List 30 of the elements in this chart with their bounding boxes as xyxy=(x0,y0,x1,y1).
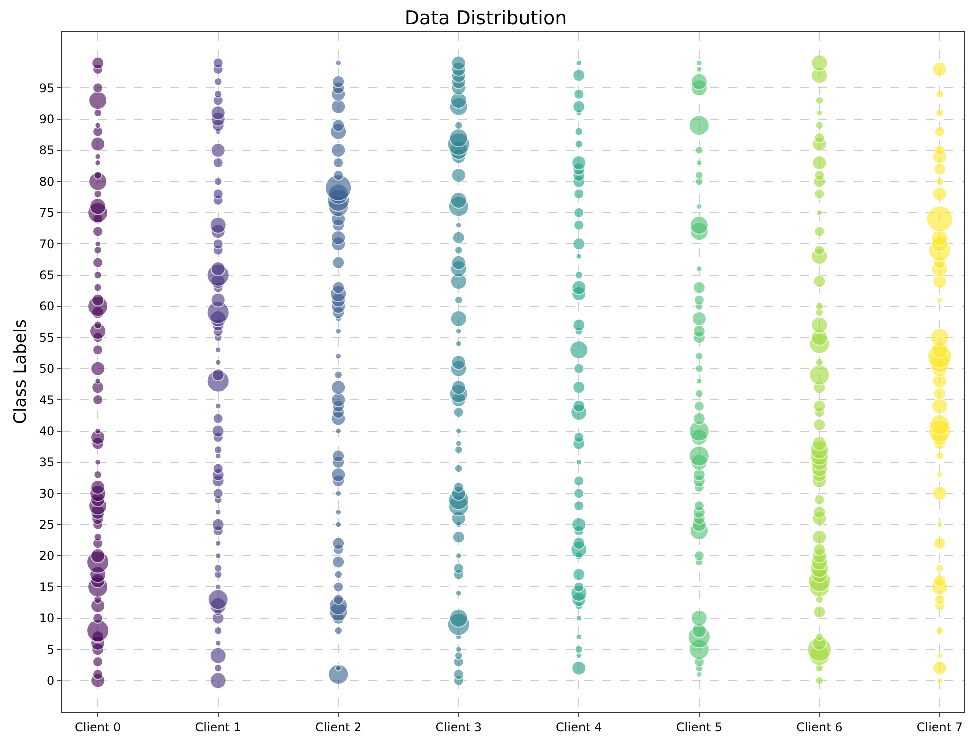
y-tick-label: 65 xyxy=(39,268,55,282)
x-tick-label: Client 2 xyxy=(316,720,362,734)
y-tick-label: 10 xyxy=(39,612,55,626)
x-tick-label: Client 7 xyxy=(916,720,964,734)
x-tick-label: Client 0 xyxy=(74,720,122,734)
y-tick-label: 5 xyxy=(46,642,55,657)
y-tick-label: 60 xyxy=(39,300,55,314)
y-tick-label: 45 xyxy=(39,393,55,408)
y-tick-label: 0 xyxy=(46,674,55,688)
y-tick-label: 30 xyxy=(39,486,55,501)
y-tick-label: 55 xyxy=(39,330,55,345)
y-tick-label: 90 xyxy=(39,112,55,127)
y-tick-label: 25 xyxy=(39,518,55,532)
x-tick-label: Client 3 xyxy=(436,720,482,734)
x-tick-label: Client 4 xyxy=(556,720,602,734)
y-tick-label: 70 xyxy=(39,237,55,252)
chart-title: Data Distribution xyxy=(404,7,568,30)
y-tick-label: 85 xyxy=(39,144,55,158)
y-axis-title: Class Labels xyxy=(10,319,31,424)
y-tick-label: 75 xyxy=(39,206,55,220)
y-tick-label: 80 xyxy=(39,174,55,189)
y-tick-label: 20 xyxy=(39,549,55,564)
y-tick-label: 15 xyxy=(39,580,55,594)
y-tick-label: 95 xyxy=(39,81,55,96)
y-tick-label: 40 xyxy=(39,424,55,438)
x-tick-label: Client 6 xyxy=(796,720,843,734)
y-tick-label: 50 xyxy=(39,362,55,376)
y-tick-label: 35 xyxy=(39,456,55,470)
x-tick-label: Client 1 xyxy=(195,720,242,734)
x-tick-label: Client 5 xyxy=(676,720,723,734)
